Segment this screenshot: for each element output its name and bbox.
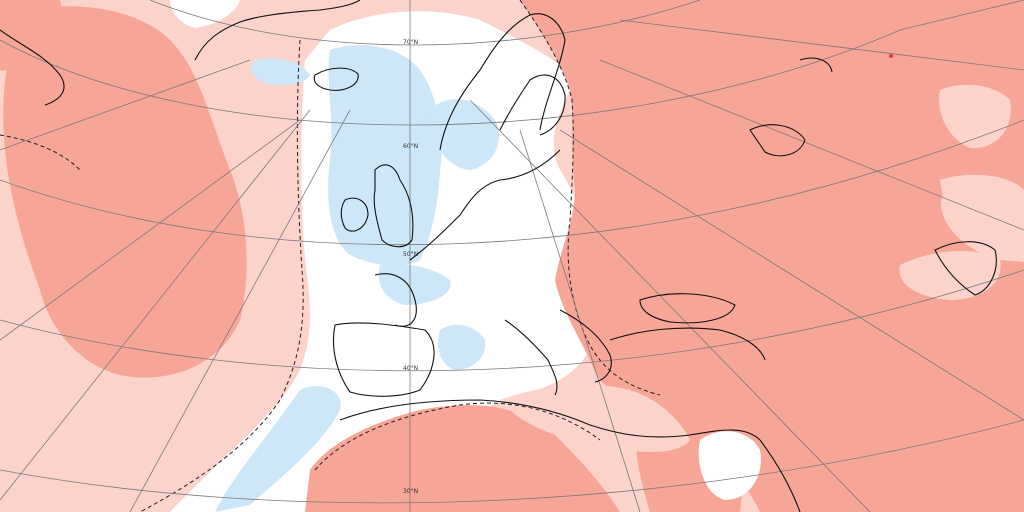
coast-italy: [504, 319, 558, 396]
coast-white-sea: [749, 124, 806, 157]
cool-anomaly-iceland-sea: [250, 58, 310, 86]
lat-label-50n: 50°N: [403, 251, 418, 258]
parallel-40n: [0, 269, 1024, 372]
lat-label-70n: 70°N: [403, 39, 418, 46]
coastlines: [0, 0, 997, 512]
lat-label-30n: 30°N: [403, 488, 418, 495]
meridian-line: [559, 129, 1024, 421]
lat-label-60n: 60°N: [403, 143, 418, 150]
coast-svalbard: [799, 57, 833, 73]
coast-norway: [439, 13, 566, 151]
parallel-30n: [0, 419, 1024, 504]
coast-great-britain: [373, 164, 414, 248]
light-warm-mediterranean: [500, 384, 690, 452]
coast-greenland-east: [0, 29, 65, 106]
coast-sweden-finland: [499, 74, 566, 136]
coast-caspian: [934, 241, 997, 296]
meridian-line: [0, 119, 301, 341]
parallel-70n: [149, 0, 701, 46]
coast-ireland: [340, 197, 369, 232]
meridian-line: [619, 19, 1024, 71]
warm-anomaly-eastern-europe: [520, 0, 1024, 512]
coast-iberia-france: [374, 273, 417, 327]
cool-anomaly-scandinavia: [430, 99, 499, 170]
warm-anomaly-north-africa: [305, 405, 620, 512]
lat-label-40n: 40°N: [403, 365, 418, 372]
meridian-line: [599, 59, 1024, 231]
parallel-60n: [0, 0, 1024, 126]
zero-contour-west: [139, 39, 304, 512]
strong-warm-spot: [889, 54, 893, 58]
coast-balkans: [559, 309, 612, 383]
coast-iceland: [313, 67, 359, 91]
zero-contour-east: [519, 0, 661, 396]
cool-anomaly-biscay: [378, 263, 451, 305]
coast-north-africa: [339, 399, 761, 441]
zero-contour-atlantic: [0, 134, 81, 171]
neutral-greenland-patch: [170, 0, 240, 28]
meridian-line: [0, 109, 311, 501]
cool-anomaly-balearic: [438, 324, 486, 370]
cool-anomaly-north-sea: [328, 45, 442, 266]
zero-contour-africa: [314, 402, 601, 471]
warm-anomaly-west-atlantic: [3, 6, 247, 378]
warm-anomaly-labrador: [0, 0, 61, 71]
coast-greenland: [194, 0, 361, 61]
coast-red-sea: [759, 439, 801, 512]
light-warm-kazakh: [940, 174, 1024, 225]
parallel-50n: [0, 119, 1024, 246]
coast-black-sea: [639, 293, 736, 324]
light-warm-caspian: [899, 250, 1001, 300]
cool-anomaly-atlantic-south: [215, 386, 341, 512]
coast-continental-europe: [409, 149, 561, 261]
neutral-sahara-patch: [698, 431, 761, 500]
coast-turkey: [609, 327, 766, 361]
meridian-line: [0, 59, 251, 151]
meridian-line: [519, 129, 641, 512]
meridian-line: [129, 109, 351, 512]
coast-iberia: [332, 322, 435, 397]
